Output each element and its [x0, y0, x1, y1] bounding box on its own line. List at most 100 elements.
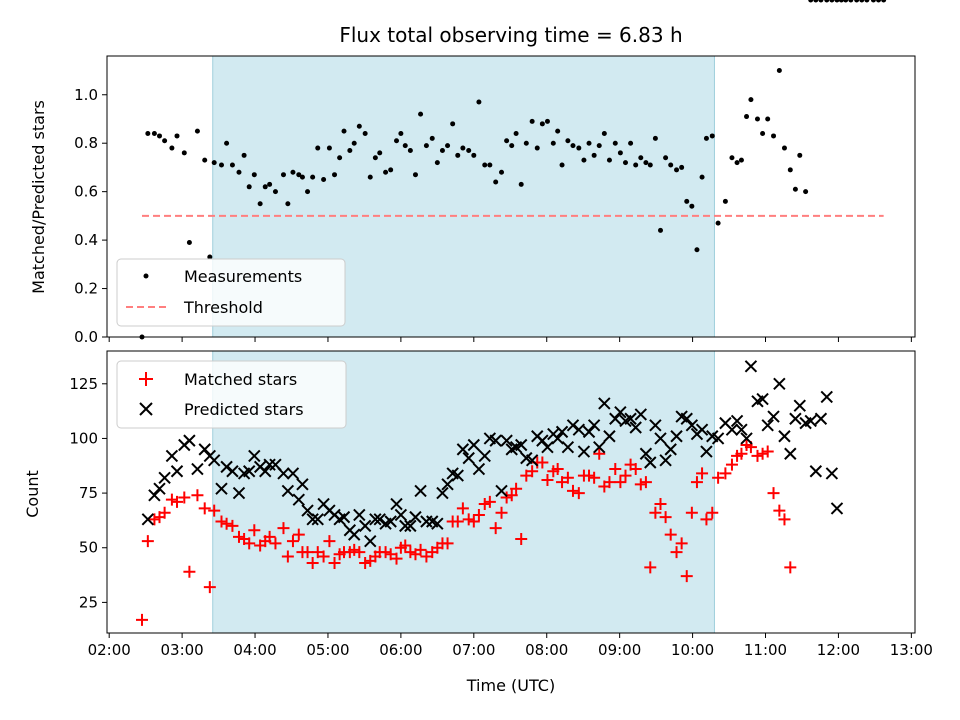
predicted-star-point — [700, 445, 713, 458]
measurement-point — [315, 145, 321, 151]
predicted-star-point — [409, 510, 422, 524]
measurement-point — [285, 201, 291, 207]
measurement-point — [299, 174, 305, 180]
measurement-point — [487, 162, 493, 168]
bottom-y-axis: 25 50 75 100 125 — [69, 375, 107, 611]
x-tick-label: 07:00 — [452, 641, 495, 659]
predicted-stars-points — [142, 361, 844, 548]
measurement-point — [576, 145, 582, 151]
measurement-point — [321, 177, 327, 183]
measurement-point — [372, 155, 378, 161]
measurement-point — [262, 184, 268, 190]
matched-star-point — [583, 469, 596, 482]
predicted-star-point — [644, 456, 657, 469]
predicted-star-point — [263, 458, 276, 471]
matched-star-point — [292, 528, 305, 541]
measurement-point — [787, 167, 793, 173]
predicted-star-point — [384, 515, 397, 528]
predicted-star-point — [478, 449, 491, 463]
predicted-star-point — [761, 419, 774, 432]
matched-star-point — [489, 522, 502, 535]
matched-star-point — [609, 463, 622, 476]
matched-star-point — [685, 506, 698, 519]
matched-star-point — [220, 517, 233, 530]
matched-star-point — [136, 613, 149, 626]
predicted-star-point — [277, 467, 290, 480]
predicted-star-point — [773, 377, 786, 390]
measurement-point — [606, 157, 612, 163]
measurement-point — [332, 172, 338, 178]
bottom-y-axis-label: Count — [23, 470, 42, 518]
predicted-star-point — [286, 467, 300, 480]
measurement-point — [499, 169, 505, 175]
matched-star-point — [348, 543, 361, 556]
measurement-point — [434, 160, 440, 166]
measurement-point — [367, 174, 373, 180]
matched-star-point — [536, 456, 549, 469]
top-legend: Measurements Threshold — [116, 258, 346, 327]
measurement-point — [455, 152, 461, 158]
y-tick-label: 100 — [69, 429, 98, 447]
measurement-point — [674, 167, 680, 173]
measurement-point — [326, 145, 332, 151]
matched-star-point — [183, 565, 196, 578]
matched-star-point — [751, 449, 764, 462]
predicted-star-point — [158, 471, 171, 484]
top-y-axis: 0.0 0.2 0.4 0.6 0.8 1.0 — [74, 86, 107, 346]
matched-star-point — [379, 546, 392, 559]
matched-legend-marker — [139, 372, 153, 386]
measurement-point — [257, 201, 263, 207]
predicted-star-point — [555, 425, 569, 439]
matched-stars-points — [136, 439, 797, 626]
measurement-point — [236, 169, 242, 175]
matched-star-point — [515, 533, 528, 545]
measurement-point — [744, 114, 750, 120]
measurement-point — [555, 128, 561, 134]
measurement-point — [377, 150, 383, 156]
predicted-star-point — [220, 460, 233, 474]
measurement-point — [848, 0, 854, 3]
matched-star-point — [208, 504, 221, 517]
matched-star-point — [277, 522, 290, 535]
measurement-point — [523, 140, 529, 146]
x-tick-label: 06:00 — [379, 641, 422, 659]
measurement-point — [829, 0, 835, 3]
measurement-point — [251, 172, 257, 178]
measurement-point — [617, 150, 623, 156]
measurement-point — [529, 118, 535, 124]
measurement-point — [734, 160, 740, 166]
measurement-point — [722, 198, 728, 204]
measurement-point — [290, 169, 296, 175]
x-tick-label: 09:00 — [598, 641, 641, 659]
measurement-point — [267, 181, 273, 187]
x-axis-label: Time (UTC) — [466, 676, 555, 695]
predicted-star-point — [390, 497, 403, 511]
predicted-star-point — [670, 430, 683, 443]
matched-star-point — [634, 478, 647, 491]
predicted-star-point — [789, 412, 802, 425]
matched-star-point — [317, 550, 330, 563]
predicted-star-point — [451, 469, 464, 482]
predicted-star-point — [436, 486, 449, 500]
matched-star-point — [593, 447, 606, 460]
predicted-star-point — [301, 504, 314, 517]
predicted-star-point — [740, 432, 753, 445]
bottom-legend: Matched stars Predicted stars — [116, 360, 347, 429]
measurement-point — [792, 186, 798, 192]
predicted-star-point — [639, 447, 653, 460]
predicted-star-point — [566, 419, 580, 432]
predicted-star-point — [358, 519, 372, 533]
measurement-point — [864, 0, 870, 3]
measurement-point — [246, 184, 252, 190]
predicted-star-point — [191, 462, 204, 476]
measurement-point — [628, 140, 634, 146]
predicted-star-point — [414, 484, 427, 498]
matched-star-point — [286, 535, 299, 548]
matched-star-point — [773, 504, 786, 517]
predicted-star-point — [456, 443, 470, 456]
matched-star-point — [761, 445, 774, 458]
measurement-point — [407, 147, 413, 153]
measurement-point — [272, 189, 278, 195]
predicted-star-point — [153, 482, 166, 495]
measurement-point — [476, 99, 482, 105]
